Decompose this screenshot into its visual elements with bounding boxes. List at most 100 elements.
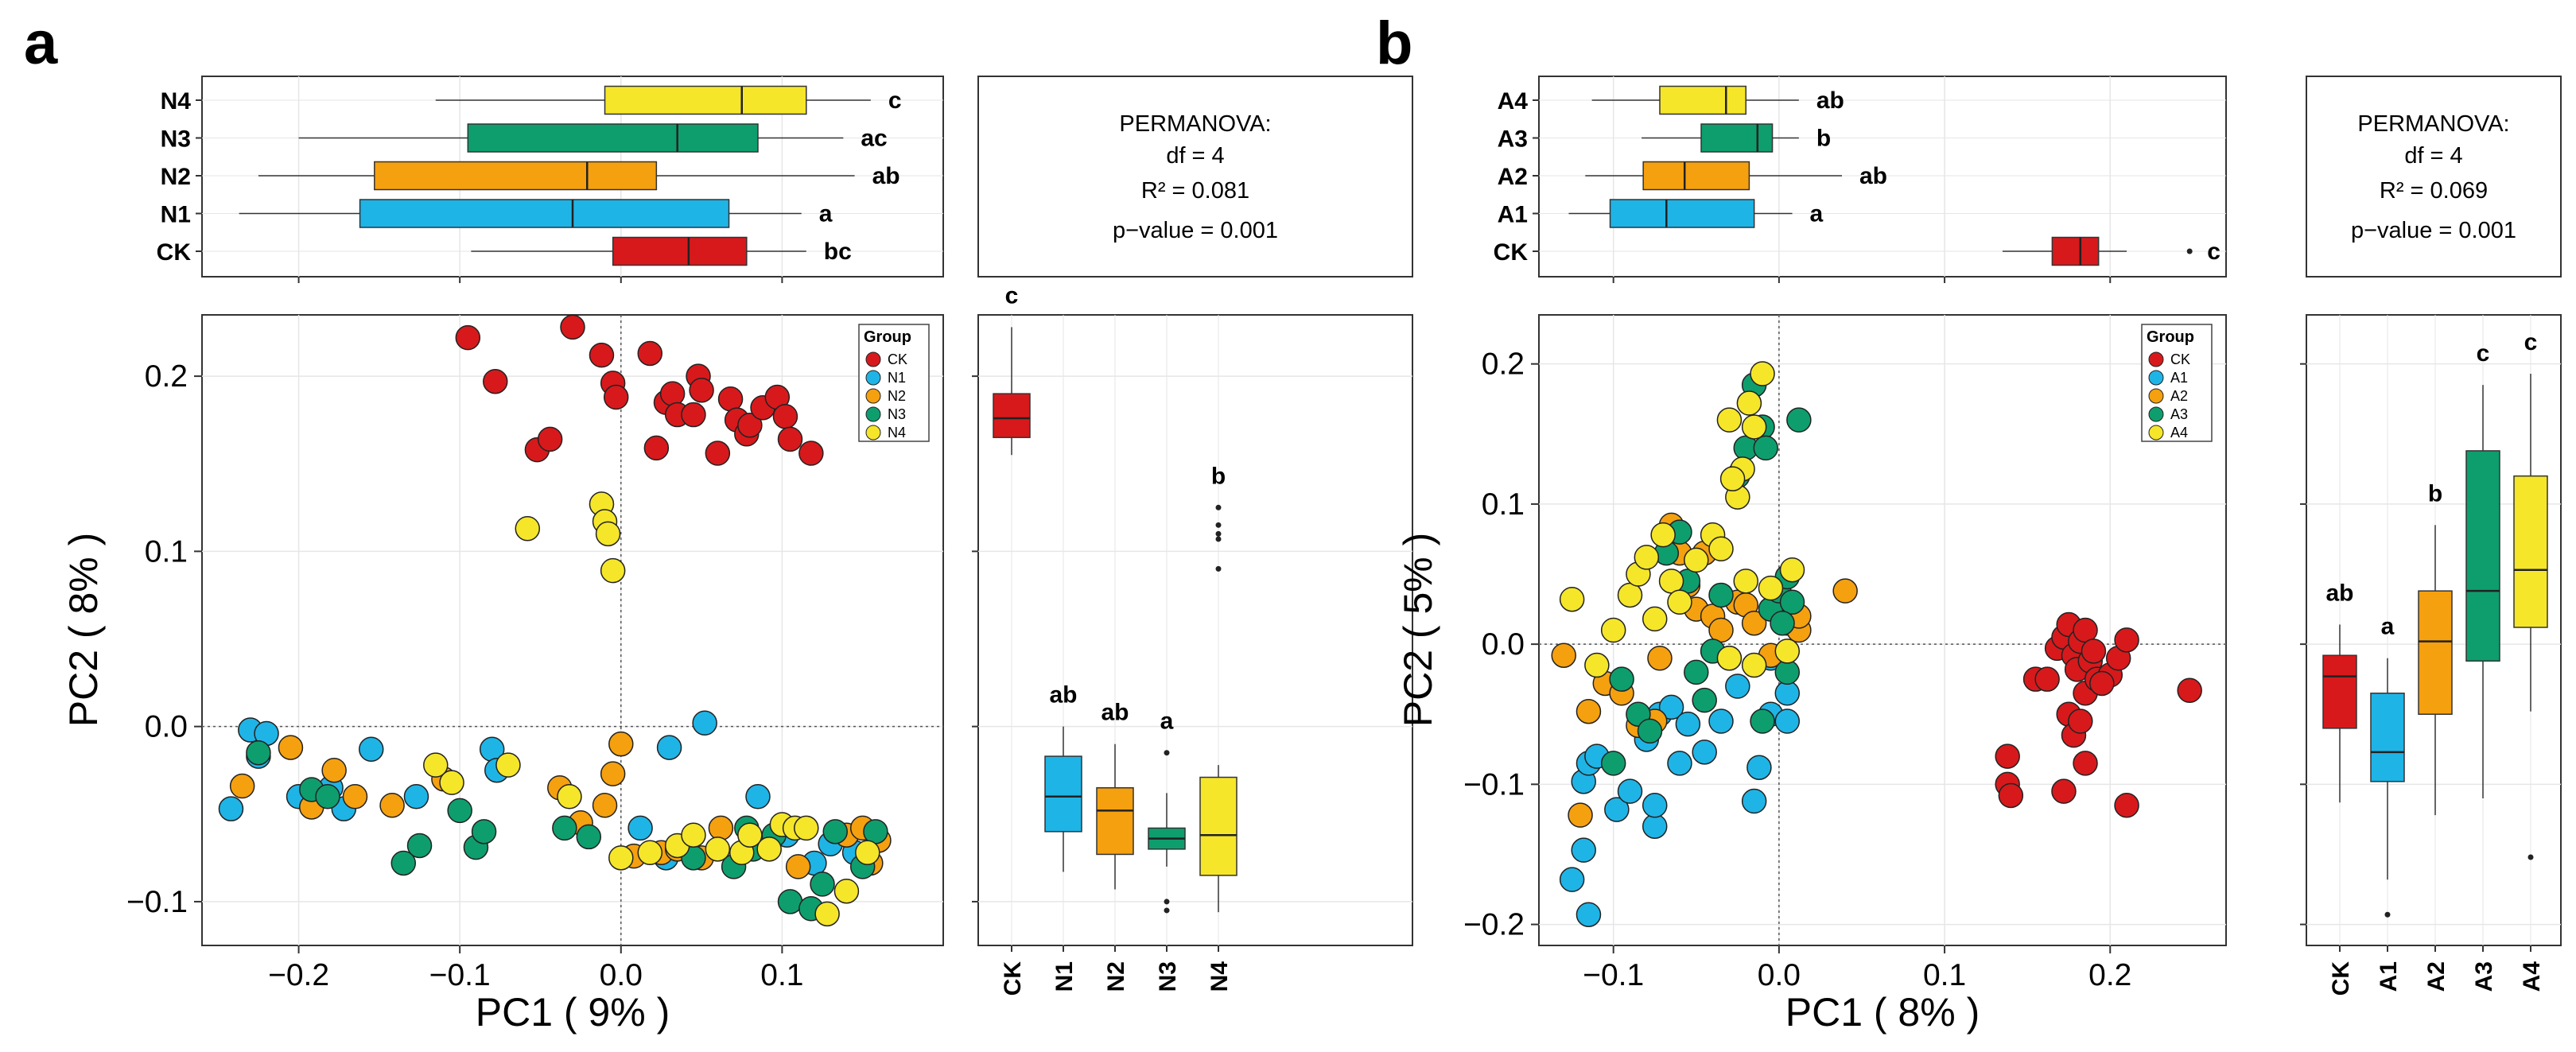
a-point-n3 xyxy=(576,824,602,850)
a-right-letter-ck: c xyxy=(1005,282,1019,309)
a-y-tick-label: 0.0 xyxy=(145,710,188,744)
a-right-letter-n1: ab xyxy=(1049,682,1077,708)
b-point-a4 xyxy=(1584,652,1610,678)
panel-a-right-boxplot: c CK ab N1 ab N2 a N3 b N4 xyxy=(972,282,1412,996)
b-point-a4 xyxy=(1741,652,1767,678)
b-point-ck xyxy=(2177,677,2202,704)
a-point-n2 xyxy=(278,735,304,760)
b-right-letter-a3: c xyxy=(2477,340,2490,367)
a-legend-swatch-ck xyxy=(865,351,881,367)
b-point-a2 xyxy=(1832,578,1858,604)
b-y-tick-label: −0.1 xyxy=(1463,767,1525,802)
a-top-cat-label-ck: CK xyxy=(157,239,192,266)
a-point-ck xyxy=(560,314,585,340)
a-point-ck xyxy=(637,340,663,367)
b-point-ck xyxy=(1995,743,2020,769)
a-point-n3 xyxy=(406,833,433,859)
b-y-tick-label: −0.2 xyxy=(1463,908,1525,942)
b-point-a1 xyxy=(1708,708,1734,734)
b-point-ck xyxy=(2068,708,2093,734)
b-y-tick-label: 0.0 xyxy=(1482,627,1525,662)
a-point-n4 xyxy=(495,752,521,778)
a-top-cat-label-n2: N2 xyxy=(161,164,191,190)
b-point-a3 xyxy=(1600,751,1626,776)
a-right-box-ck xyxy=(993,393,1031,438)
b-point-a2 xyxy=(1741,610,1767,636)
b-right-letter-a2: b xyxy=(2428,480,2442,507)
a-point-n4 xyxy=(595,521,621,547)
a-point-n2 xyxy=(379,793,405,818)
panel-a-right-box-frame xyxy=(977,314,1413,946)
b-right-box-a4 xyxy=(2513,475,2548,628)
a-point-ck xyxy=(717,386,744,412)
a-right-box-n1 xyxy=(1044,755,1082,833)
a-right-outlier-n4 xyxy=(1215,522,1222,528)
b-point-a3 xyxy=(1753,435,1778,461)
b-point-a4 xyxy=(1658,569,1684,594)
a-top-box-n2 xyxy=(374,161,658,191)
b-point-a1 xyxy=(1571,837,1596,863)
a-top-letter-n1: a xyxy=(819,201,833,227)
b-point-a4 xyxy=(1736,390,1762,416)
panel-a-stats-frame xyxy=(977,76,1413,278)
b-point-a1 xyxy=(1604,797,1630,822)
a-point-n4 xyxy=(855,840,880,866)
panel-b-right-boxplot: ab CK a A1 b A2 c A3 c A4 xyxy=(2300,315,2561,996)
b-point-ck xyxy=(2034,666,2060,692)
a-legend-swatch-n1 xyxy=(865,370,881,386)
panel-b-permanova-title: PERMANOVA: xyxy=(2357,111,2509,137)
b-legend-label-a3: A3 xyxy=(2170,406,2188,422)
b-right-box-a3 xyxy=(2465,450,2500,662)
b-x-tick-label: −0.1 xyxy=(1583,958,1644,992)
b-top-box-a1 xyxy=(1609,199,1755,228)
b-legend-swatch-a2 xyxy=(2148,388,2164,404)
b-legend-swatch-a4 xyxy=(2148,425,2164,441)
b-point-a4 xyxy=(1774,639,1801,664)
a-point-n4 xyxy=(756,837,782,862)
b-top-box-ck xyxy=(2051,236,2100,266)
a-point-n4 xyxy=(439,770,464,795)
a-right-cat-label-ck: CK xyxy=(1000,961,1026,996)
a-point-n1 xyxy=(358,736,384,763)
a-right-outlier-n4 xyxy=(1215,530,1222,537)
b-point-a3 xyxy=(1637,718,1663,744)
b-point-a4 xyxy=(1779,557,1805,583)
b-point-a4 xyxy=(1642,606,1668,632)
b-top-cat-label-a4: A4 xyxy=(1498,88,1529,115)
b-top-outlier-ck xyxy=(2186,248,2193,254)
a-legend-label-n3: N3 xyxy=(888,406,906,422)
a-top-letter-n4: c xyxy=(888,87,902,114)
a-y-tick-label: 0.2 xyxy=(145,359,188,394)
b-point-ck xyxy=(2114,627,2139,653)
b-point-a4 xyxy=(1719,466,1746,491)
a-point-n4 xyxy=(705,837,731,862)
b-point-a4 xyxy=(1650,522,1676,548)
a-point-n2 xyxy=(321,757,347,783)
b-point-a4 xyxy=(1559,586,1585,612)
a-right-box-n2 xyxy=(1096,787,1134,856)
b-point-a2 xyxy=(1708,617,1734,643)
a-right-cat-label-n1: N1 xyxy=(1051,961,1078,992)
a-point-n1 xyxy=(656,735,682,760)
b-point-ck xyxy=(2114,793,2139,818)
a-top-box-n1 xyxy=(359,199,730,228)
b-top-letter-ck: c xyxy=(2207,239,2220,265)
b-top-cat-label-a1: A1 xyxy=(1498,202,1528,228)
a-x-tick-label: −0.1 xyxy=(429,958,491,992)
b-x-tick-label: 0.1 xyxy=(1923,958,1966,992)
b-point-a1 xyxy=(1642,793,1668,818)
a-legend-swatch-n2 xyxy=(865,388,881,404)
a-top-box-n3 xyxy=(467,123,759,153)
panel-a-permanova-p: p−value = 0.001 xyxy=(1113,218,1278,243)
panel-a-top-boxplot: bc CK a N1 ab N2 ac N3 c N4 xyxy=(157,76,943,283)
b-point-a3 xyxy=(1770,610,1795,636)
a-point-n4 xyxy=(557,784,582,809)
a-point-n1 xyxy=(627,815,653,841)
a-point-ck xyxy=(737,413,763,438)
b-point-a4 xyxy=(1716,645,1743,671)
b-right-cat-label-a3: A3 xyxy=(2471,961,2497,992)
b-top-letter-a2: ab xyxy=(1859,163,1887,189)
panel-b-y-title: PC2 ( 5% ) xyxy=(1396,533,1440,728)
a-point-n4 xyxy=(814,901,840,927)
a-point-ck xyxy=(455,324,481,351)
